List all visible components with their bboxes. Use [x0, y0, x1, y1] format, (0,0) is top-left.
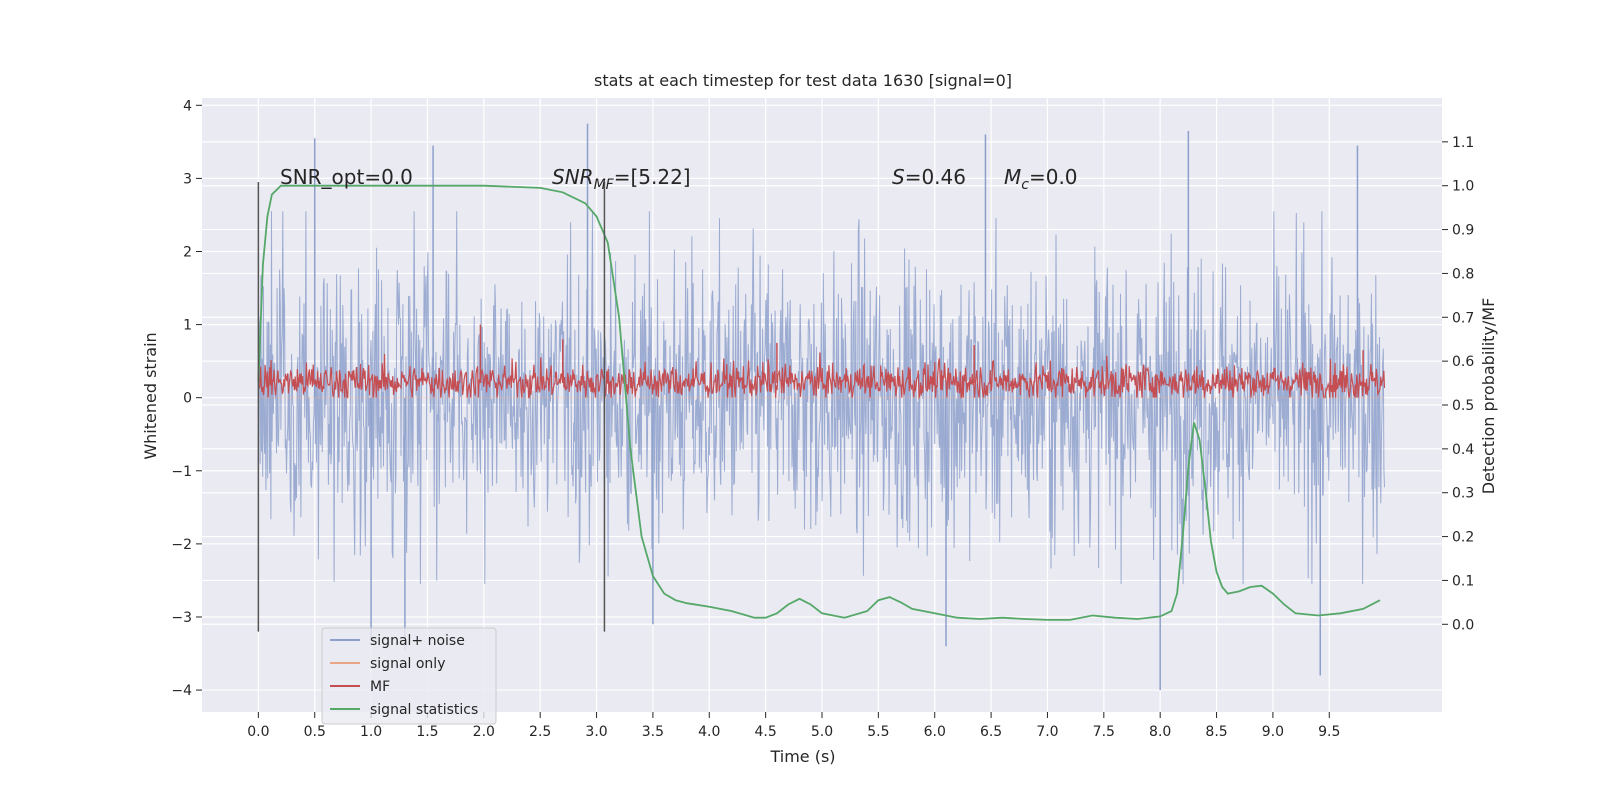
y-tick-label-left: −4	[171, 683, 192, 699]
signal-statistics-line	[257, 184, 1381, 621]
snr-mf-value: =[5.22]	[614, 165, 691, 189]
x-tick-label: 3.0	[585, 724, 607, 740]
x-tick-label: 7.5	[1093, 724, 1115, 740]
y-tick-label-right: 0.0	[1452, 617, 1474, 633]
y-axis-label-right: Detection probability/MF	[1479, 298, 1498, 495]
y-tick-label-right: 1.0	[1452, 179, 1474, 195]
snr-mf-subscript: MF	[594, 177, 615, 193]
x-tick-label: 9.5	[1318, 724, 1340, 740]
y-tick-label-right: 0.6	[1452, 354, 1474, 370]
mc-value: =0.0	[1029, 165, 1078, 189]
x-tick-label: 5.0	[811, 724, 833, 740]
x-tick-label: 7.0	[1036, 724, 1058, 740]
y-tick-label-right: 0.4	[1452, 442, 1474, 458]
vertical-marker-lines	[257, 182, 606, 632]
series-mf	[257, 324, 1386, 400]
legend-label-mf: MF	[370, 679, 390, 695]
s-value: =0.46	[905, 165, 966, 189]
snr-mf-symbol: SNR	[552, 165, 594, 189]
legend: signal+ noise signal only MF signal stat…	[321, 627, 497, 725]
x-tick-label: 9.0	[1262, 724, 1284, 740]
y-tick-label-left: 1	[183, 318, 192, 334]
y-tick-label-right: 0.8	[1452, 266, 1474, 282]
series-signal-statistics	[257, 184, 1381, 621]
annotation-snr-mf: SNRMF=[5.22]	[552, 165, 691, 193]
signal-noise-line	[257, 211, 1385, 585]
x-tick-label: 0.0	[247, 724, 269, 740]
x-tick-label: 4.0	[698, 724, 720, 740]
mc-subscript: c	[1021, 177, 1029, 193]
x-tick-label: 0.5	[304, 724, 326, 740]
annotation-snr-opt: SNR_opt=0.0	[280, 165, 413, 189]
x-tick-label: 8.5	[1205, 724, 1227, 740]
y-tick-label-left: −3	[171, 610, 192, 626]
x-axis-label: Time (s)	[769, 747, 835, 766]
y-tick-label-right: 0.7	[1452, 310, 1474, 326]
x-tick-label: 6.0	[924, 724, 946, 740]
y-tick-label-left: 3	[183, 171, 192, 187]
x-tick-label: 4.5	[755, 724, 777, 740]
y-tick-label-left: −2	[171, 537, 192, 553]
legend-box	[321, 627, 497, 725]
legend-label-signal-noise: signal+ noise	[370, 633, 465, 649]
series-signal-noise	[257, 123, 1385, 691]
x-tick-label: 2.0	[473, 724, 495, 740]
y-tick-label-right: 0.2	[1452, 530, 1474, 546]
mf-line	[257, 352, 1386, 400]
axis-ticks: 0.0 0.5 1.0 1.5 2.0 2.5 3.0 3.5 4.0 4.5 5.0 5.5 6.0 6…	[171, 98, 1474, 740]
y-tick-label-right: 0.3	[1452, 486, 1474, 502]
y-tick-label-right: 0.9	[1452, 223, 1474, 239]
x-tick-label: 6.5	[980, 724, 1002, 740]
y-tick-label-left: 2	[183, 245, 192, 261]
y-tick-label-left: 0	[183, 391, 192, 407]
legend-label-signal-only: signal only	[370, 656, 445, 672]
y-tick-label-left: −1	[171, 464, 192, 480]
y-tick-label-left: 4	[183, 98, 192, 114]
y-tick-label-right: 1.1	[1452, 135, 1474, 151]
chart-title: stats at each timestep for test data 163…	[594, 71, 1012, 90]
y-tick-label-right: 0.5	[1452, 398, 1474, 414]
mc-symbol: M	[1004, 165, 1021, 189]
y-axis-label-left: Whitened strain	[141, 332, 160, 459]
x-tick-label: 1.5	[416, 724, 438, 740]
annotation-mc: Mc=0.0	[1004, 165, 1078, 193]
s-symbol: S	[892, 165, 905, 189]
x-tick-label: 5.5	[867, 724, 889, 740]
annotation-s: S=0.46	[892, 165, 966, 189]
x-tick-label: 2.5	[529, 724, 551, 740]
x-tick-label: 1.0	[360, 724, 382, 740]
x-tick-label: 8.0	[1149, 724, 1171, 740]
x-tick-label: 3.5	[642, 724, 664, 740]
y-tick-label-right: 0.1	[1452, 573, 1474, 589]
legend-label-signal-statistics: signal statistics	[370, 702, 478, 718]
